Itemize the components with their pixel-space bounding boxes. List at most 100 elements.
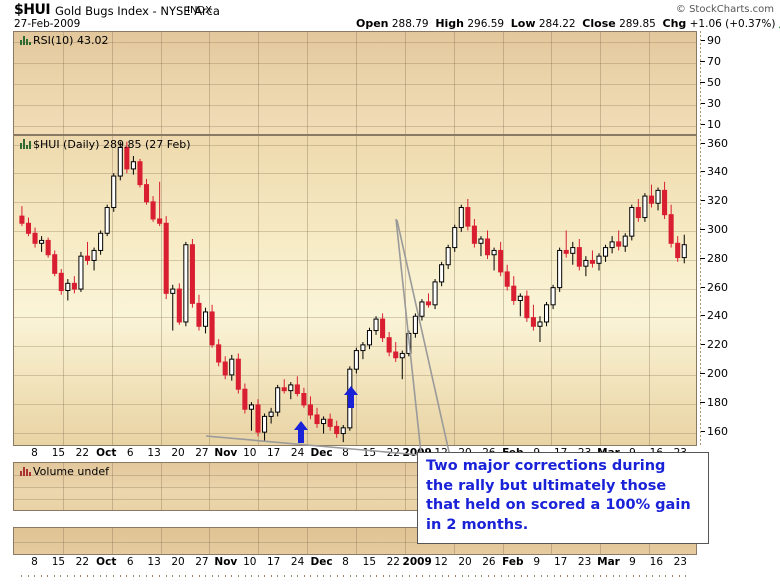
candle-body	[281, 387, 287, 392]
candle-body	[635, 207, 641, 219]
gridline-horizontal	[14, 42, 696, 44]
gridline-horizontal	[14, 125, 696, 127]
x-axis-minor-tick	[53, 575, 55, 577]
gridline-vertical	[160, 463, 162, 510]
x-axis-minor-tick	[126, 575, 128, 577]
x-axis-minor-tick	[389, 575, 391, 577]
candle-body	[65, 282, 71, 291]
x-axis-tick: 23	[577, 556, 592, 568]
x-axis-tick: Nov	[214, 556, 238, 568]
candle-body	[301, 393, 307, 406]
x-axis-tick: 10	[243, 556, 257, 568]
x-axis-minor-tick	[198, 575, 200, 577]
x-axis-tick: 20	[171, 556, 185, 568]
y-axis-spine	[700, 31, 701, 135]
candle-body	[104, 207, 110, 234]
up-triangle-icon: ▲	[779, 20, 780, 30]
x-axis-tick: Dec	[310, 556, 333, 568]
x-axis-minor-tick	[47, 575, 49, 577]
x-axis-minor-tick	[514, 575, 516, 577]
candle-body	[609, 241, 615, 249]
gridline-vertical	[258, 528, 260, 554]
x-axis-minor-tick	[244, 575, 246, 577]
x-axis-minor-tick	[80, 575, 82, 577]
candle-body	[412, 315, 418, 334]
x-axis-minor-tick	[152, 575, 154, 577]
candle-body	[268, 411, 274, 417]
x-axis-minor-tick	[132, 575, 134, 577]
x-axis-minor-tick	[178, 575, 180, 577]
x-axis-minor-tick	[593, 575, 595, 577]
candle-body	[216, 344, 222, 363]
candle-body	[288, 384, 294, 392]
x-axis-minor-tick	[40, 575, 42, 577]
candle-body	[393, 351, 399, 359]
x-axis-minor-tick	[205, 575, 207, 577]
x-axis-lower: 8 15 22 Oct 6 13 20 27 Nov 10 17 24 Dec 8 15 22 2009 12 20…	[13, 556, 697, 572]
x-axis-tick: Oct	[96, 447, 117, 459]
candle-body	[45, 239, 51, 256]
x-axis-minor-tick	[422, 575, 424, 577]
x-axis-tick: 10	[243, 447, 257, 459]
x-axis-minor-tick	[145, 575, 147, 577]
x-axis-tick: 26	[482, 556, 496, 568]
gridline-vertical	[551, 32, 553, 134]
candle-body	[478, 238, 484, 244]
candle-body	[386, 337, 392, 353]
x-axis-minor-tick	[316, 575, 318, 577]
x-axis-tick: 20	[171, 447, 185, 459]
candle-body	[275, 387, 281, 413]
x-axis-minor-tick	[547, 575, 549, 577]
x-axis-minor-tick	[678, 575, 680, 577]
x-axis-minor-tick	[93, 575, 95, 577]
candle-body	[655, 189, 661, 204]
candle-body	[19, 215, 25, 224]
x-axis-minor-tick	[619, 575, 621, 577]
y-axis-tick: 320	[700, 194, 728, 207]
x-axis-minor-tick	[441, 575, 443, 577]
gridline-vertical	[111, 463, 113, 510]
candle-body	[530, 317, 536, 327]
candle-body	[255, 404, 261, 433]
x-axis-tick: Oct	[96, 556, 117, 568]
candle-body	[163, 222, 169, 294]
candle-body	[616, 241, 622, 247]
candle-body	[563, 249, 569, 254]
candle-body	[662, 189, 668, 216]
x-axis-minor-tick	[257, 575, 259, 577]
indicator-icon	[20, 35, 31, 45]
x-axis-minor-tick	[60, 575, 62, 577]
candle-body	[307, 404, 313, 416]
x-axis-minor-tick	[501, 575, 503, 577]
gridline-horizontal	[14, 104, 696, 106]
x-axis-minor-tick	[540, 575, 542, 577]
gridline-vertical	[404, 463, 406, 510]
annotation-line-1: Two major corrections during	[426, 458, 666, 474]
x-axis-minor-tick	[27, 575, 29, 577]
rsi-panel-label: RSI(10) 43.02	[18, 34, 110, 47]
x-axis-minor-tick	[362, 575, 364, 577]
x-axis-minor-tick	[494, 575, 496, 577]
candle-body	[170, 288, 176, 294]
y-axis-tick: 160	[700, 425, 728, 438]
candle-body	[262, 415, 268, 433]
x-axis-minor-tick	[639, 575, 641, 577]
y-axis-tick: 360	[700, 137, 728, 150]
x-axis-minor-tick	[224, 575, 226, 577]
x-axis-minor-tick	[297, 575, 299, 577]
x-axis-tick: 2009	[402, 556, 432, 568]
gridline-vertical	[307, 32, 309, 134]
x-axis-tick: 15	[51, 556, 66, 568]
y-axis-tick: 70	[700, 55, 721, 68]
price-label-text: $HUI (Daily) 289.85 (27 Feb)	[33, 138, 191, 151]
x-axis-minor-tick	[369, 575, 371, 577]
gridline-vertical	[356, 528, 357, 554]
candle-body	[557, 249, 563, 289]
candle-body	[406, 332, 412, 354]
x-axis-minor-tick	[481, 575, 483, 577]
candle-body	[432, 281, 438, 306]
volume-bars-icon	[20, 466, 31, 476]
candle-body	[340, 427, 346, 435]
candle-body	[327, 418, 333, 427]
x-axis-tick: 8	[342, 556, 349, 568]
